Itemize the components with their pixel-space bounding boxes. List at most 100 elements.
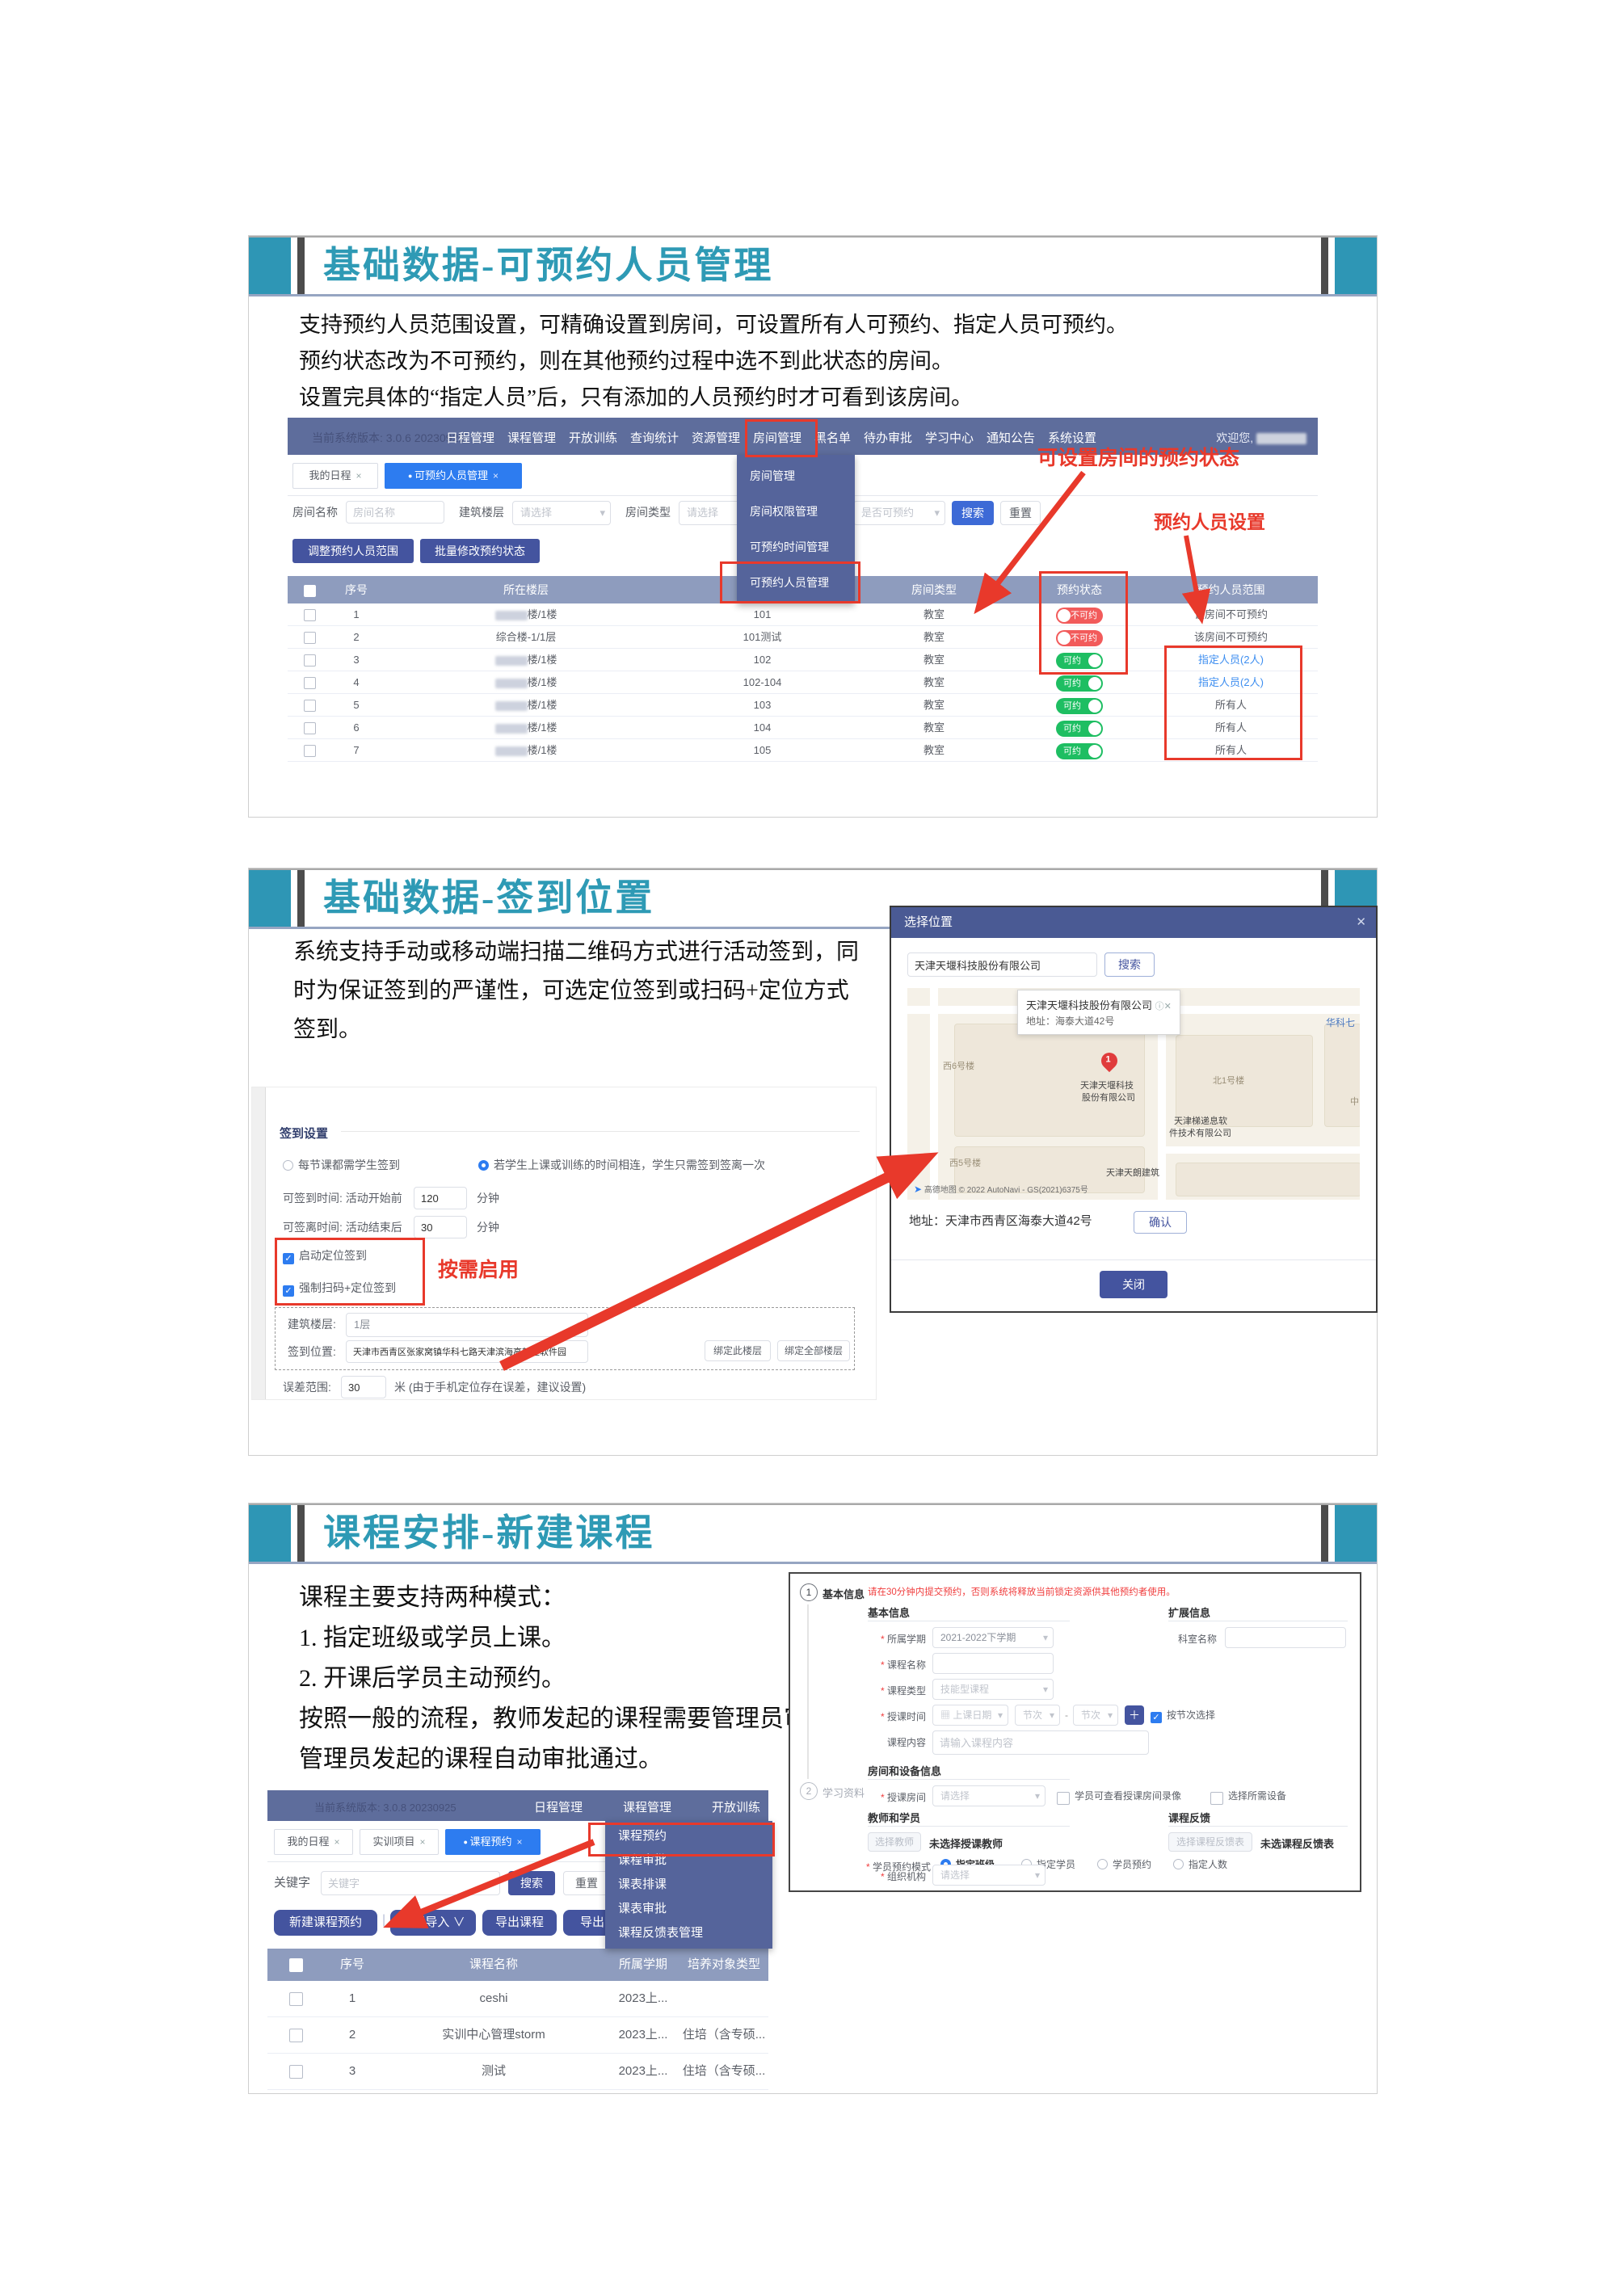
nav-settings[interactable]: 系统设置 [1048,431,1097,445]
pick-feedback-button[interactable]: 选择课程反馈表 [1168,1832,1252,1852]
close-icon[interactable]: ✕ [1356,915,1366,929]
menu-item-timetable-scheduling[interactable]: 课表排课 [618,1878,667,1891]
row-checkbox[interactable] [288,2028,303,2042]
keyword-input[interactable] [321,1871,500,1895]
close-icon[interactable]: × [516,1836,523,1848]
close-icon[interactable]: × [334,1836,340,1848]
tab-my-schedule[interactable]: 我的日程 × [274,1829,353,1855]
menu-item-course-approval[interactable]: 课程审批 [618,1853,667,1867]
nav-open-training[interactable]: 开放训练 [712,1801,761,1815]
checkin-radio-2[interactable]: 若学生上课或训练的时间相连，学生只需签到签离一次 [478,1157,765,1173]
nav-todo-approval[interactable]: 待办审批 [864,431,913,445]
close-icon[interactable]: × [356,470,362,481]
period-start-select[interactable]: 节次 [1015,1705,1060,1726]
nav-schedule[interactable]: 日程管理 [534,1801,583,1815]
row-checkbox[interactable] [304,632,316,645]
row-checkbox[interactable] [304,677,316,690]
floor-select[interactable]: 请选择 [512,501,611,525]
tab-course-booking[interactable]: 课程预约 × [445,1829,541,1855]
class-date-picker[interactable]: ▦ 上课日期 [932,1705,1008,1726]
bookable-select[interactable]: 是否可预约 [853,501,945,525]
status-toggle-on[interactable]: 可约 [1056,675,1103,692]
nav-resources[interactable]: 资源管理 [692,431,741,445]
close-icon[interactable]: × [419,1836,426,1848]
status-toggle-off[interactable]: 不可约 [1056,607,1103,624]
search-button[interactable]: 搜索 [508,1871,555,1895]
building-floor-select[interactable]: 1层 [346,1313,588,1337]
tab-training-project[interactable]: 实训项目 × [360,1829,439,1855]
checkin-pos-input[interactable] [346,1340,588,1363]
row-checkbox[interactable] [304,722,316,735]
select-all-checkbox[interactable] [288,1957,303,1972]
period-end-select[interactable]: 节次 [1073,1705,1118,1726]
nav-course[interactable]: 课程管理 [507,431,557,445]
nav-blacklist[interactable]: 黑名单 [814,431,852,445]
force-scan-location-checkbox[interactable]: ✓ 强制扫码+定位签到 [283,1280,396,1297]
course-import-button[interactable]: 课程导入 ∨ [390,1910,476,1936]
row-checkbox[interactable] [304,745,316,758]
reset-button[interactable]: 重置 [1000,501,1041,525]
info-icon[interactable]: ⓘ [1155,1002,1164,1011]
menu-item-room-mgmt[interactable]: 房间管理 [750,469,795,482]
nav-room-mgmt[interactable]: 房间管理 [753,431,802,445]
room-name-input[interactable] [346,501,444,524]
checkin-time-input[interactable] [414,1187,467,1209]
checkout-time-input[interactable] [414,1216,467,1238]
row-checkbox[interactable] [304,700,316,713]
device-checkbox[interactable]: ✓ 选择所需设备 [1210,1786,1286,1806]
status-toggle-on[interactable]: 可约 [1056,720,1103,737]
class-room-select[interactable]: 请选择 [932,1785,1046,1806]
location-search-input[interactable] [907,952,1097,977]
nav-learning-center[interactable]: 学习中心 [925,431,974,445]
bind-all-floors-button[interactable]: 绑定全部楼层 [777,1340,850,1361]
menu-item-timetable-approval[interactable]: 课表审批 [618,1902,667,1915]
row-checkbox[interactable] [288,1991,303,2006]
by-period-checkbox[interactable]: ✓ 按节次选择 [1151,1705,1215,1725]
course-content-textarea[interactable] [932,1730,1149,1755]
export-course-button[interactable]: 导出课程 [482,1910,557,1936]
enable-location-checkbox[interactable]: ✓ 启动定位签到 [283,1247,367,1264]
mode-radio-selfbook[interactable]: 学员预约 [1097,1855,1151,1874]
menu-item-feedback-mgmt[interactable]: 课程反馈表管理 [618,1926,704,1940]
close-button[interactable]: 关闭 [1100,1271,1168,1298]
add-time-button[interactable]: ＋ [1125,1705,1144,1725]
menu-item-room-permission[interactable]: 房间权限管理 [750,505,818,518]
nav-notices[interactable]: 通知公告 [987,431,1036,445]
adjust-people-scope-button[interactable]: 调整预约人员范围 [292,539,414,563]
tab-my-schedule[interactable]: 我的日程 × [292,463,378,489]
semester-select[interactable]: 2021-2022下学期 [932,1627,1054,1648]
mode-radio-headcount[interactable]: 指定人数 [1173,1855,1227,1874]
status-toggle-on[interactable]: 可约 [1056,652,1103,669]
dept-input[interactable] [1225,1627,1346,1648]
menu-item-bookable-time[interactable]: 可预约时间管理 [750,540,829,553]
row-checkbox[interactable] [288,2064,303,2079]
new-course-booking-button[interactable]: 新建课程预约 [274,1910,377,1936]
org-select[interactable]: 请选择 [932,1865,1046,1886]
close-icon[interactable]: ✕ [1163,1002,1172,1011]
status-toggle-on[interactable]: 可约 [1056,742,1103,759]
select-all-checkbox[interactable] [304,584,316,597]
nav-course[interactable]: 课程管理 [623,1801,672,1815]
batch-change-status-button[interactable]: 批量修改预约状态 [420,539,540,563]
location-search-button[interactable]: 搜索 [1104,952,1155,977]
tab-bookable-people[interactable]: 可预约人员管理 × [385,463,522,489]
nav-query-stats[interactable]: 查询统计 [630,431,679,445]
scope-link[interactable]: 指定人员(2人) [1198,654,1264,666]
close-icon[interactable]: × [492,470,499,481]
course-name-input[interactable] [932,1653,1054,1674]
scope-link[interactable]: 指定人员(2人) [1198,676,1264,688]
confirm-button[interactable]: 确认 [1134,1211,1187,1234]
menu-item-bookable-people[interactable]: 可预约人员管理 [750,576,829,589]
status-toggle-off[interactable]: 不可约 [1056,629,1103,646]
reset-button[interactable]: 重置 [563,1871,610,1895]
pick-teacher-button[interactable]: 选择教师 [868,1832,921,1852]
row-checkbox[interactable] [304,609,316,622]
course-type-select[interactable]: 技能型课程 [932,1679,1054,1700]
bind-this-floor-button[interactable]: 绑定此楼层 [705,1340,771,1361]
map[interactable]: 西6号楼 华科七 北1号楼 中 天津梯递息软 件技术有限公司 西5号楼 天津天朗… [907,988,1360,1200]
error-range-input[interactable] [341,1376,386,1398]
menu-item-course-booking[interactable]: 课程预约 [618,1829,667,1843]
status-toggle-on[interactable]: 可约 [1056,697,1103,714]
search-button[interactable]: 搜索 [952,501,994,525]
row-checkbox[interactable] [304,654,316,667]
